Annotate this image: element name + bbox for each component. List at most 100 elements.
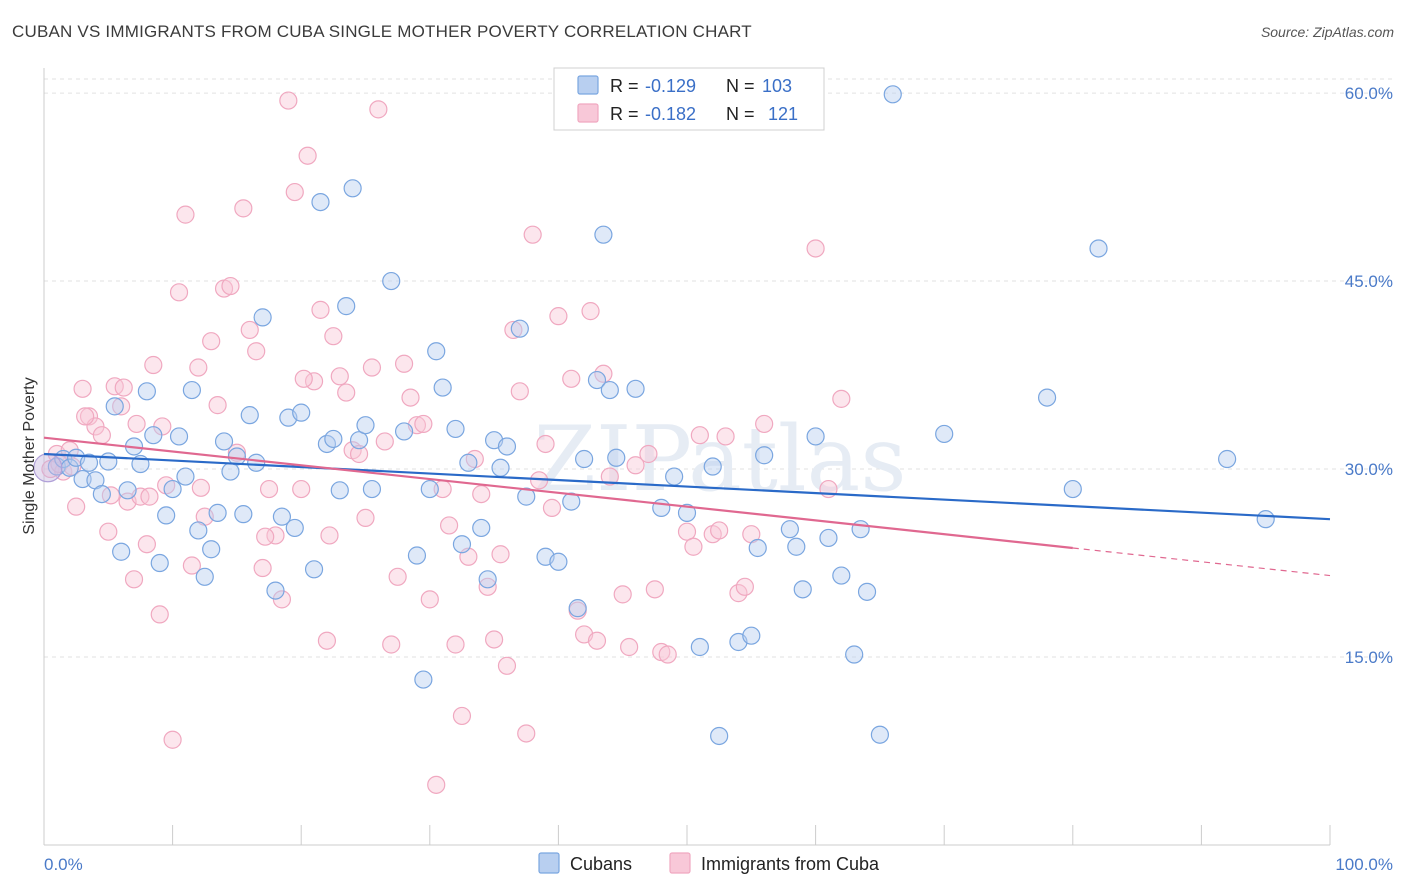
immigrants-point-95	[684, 537, 703, 556]
cubans-point-88	[806, 427, 825, 446]
cubans-point-20	[176, 467, 195, 486]
immigrants-point-42	[311, 300, 330, 319]
immigrants-point-30	[234, 199, 253, 218]
cubans-point-4	[73, 469, 92, 489]
series-legend: Cubans Immigrants from Cuba	[538, 852, 880, 874]
cubans-point-43	[337, 297, 356, 316]
cubans-point-63	[510, 319, 529, 338]
cubans-point-15	[144, 426, 163, 445]
cubans-point-76	[665, 467, 684, 486]
cubans-point-87	[793, 580, 812, 599]
legend-label-immigrants: Immigrants from Cuba	[701, 854, 880, 874]
y-tick-labels: 15.0% 30.0% 45.0% 60.0%	[1345, 84, 1393, 667]
cubans-point-89	[819, 528, 838, 548]
immigrants-point-115	[191, 478, 210, 497]
cubans-point-26	[214, 432, 234, 451]
cubans-point-100	[1218, 449, 1237, 469]
immigrants-point-64	[452, 706, 472, 726]
cubans-point-57	[459, 453, 478, 472]
series-immigrants-points	[41, 91, 851, 794]
cubans-point-32	[253, 308, 272, 327]
cubans-point-54	[433, 378, 452, 397]
cubans-point-42	[330, 481, 349, 500]
immigrants-point-56	[401, 388, 420, 407]
cubans-point-69	[575, 449, 594, 469]
immigrants-point-80	[562, 369, 581, 388]
cubans-point-48	[382, 271, 401, 291]
immigrants-point-45	[330, 367, 349, 386]
immigrants-point-71	[497, 656, 517, 675]
immigrants-point-44	[324, 327, 343, 346]
immigrants-point-22	[182, 556, 201, 575]
immigrants-point-113	[140, 487, 159, 506]
x-tick-min: 0.0%	[44, 855, 83, 874]
immigrants-point-58	[414, 414, 433, 434]
cubans-point-93	[857, 582, 877, 601]
grid-lines	[44, 78, 1393, 658]
cubans-point-64	[517, 487, 536, 506]
cubans-point-90	[832, 566, 851, 585]
stats-swatch-immigrants	[577, 103, 599, 123]
cubans-point-22	[189, 521, 208, 540]
stats-n-value-2: 121	[768, 104, 798, 124]
immigrants-point-37	[279, 91, 298, 110]
cubans-point-38	[304, 560, 324, 579]
cubans-point-53	[427, 342, 446, 361]
cubans-point-55	[446, 419, 465, 439]
immigrants-point-75	[523, 225, 542, 244]
immigrants-point-73	[510, 382, 529, 401]
cubans-point-51	[414, 670, 433, 689]
cubans-point-33	[266, 581, 285, 600]
trend-lines	[43, 436, 1331, 577]
cubans-point-45	[349, 431, 369, 450]
cubans-point-21	[182, 380, 201, 400]
cubans-point-23	[195, 567, 214, 586]
cubans-point-46	[356, 416, 375, 435]
y-tick-label-1: 30.0%	[1345, 460, 1393, 479]
cubans-point-44	[343, 179, 362, 198]
immigrants-point-11	[112, 397, 131, 416]
cubans-point-7	[92, 484, 111, 504]
immigrants-point-111	[114, 378, 133, 397]
stats-n-value-1: 103	[762, 76, 792, 96]
immigrants-point-49	[356, 508, 375, 528]
cubans-point-58	[472, 518, 491, 538]
y-tick-label-0: 15.0%	[1345, 648, 1393, 667]
immigrants-point-87	[613, 585, 632, 604]
cubans-point-86	[787, 537, 806, 556]
immigrants-point-90	[639, 444, 658, 464]
immigrants-point-84	[587, 631, 607, 650]
legend-swatch-cubans	[538, 852, 560, 874]
immigrants-point-9	[99, 522, 118, 541]
cubans-point-92	[851, 520, 870, 539]
immigrants-point-17	[150, 605, 169, 624]
immigrants-point-54	[388, 567, 407, 586]
cubans-point-25	[208, 503, 227, 522]
immigrants-point-98	[710, 521, 729, 540]
cubans-point-59	[478, 570, 497, 589]
stats-r-value-2: -0.182	[645, 104, 696, 124]
cubans-point-78	[690, 637, 709, 657]
stats-n-label-1: N =	[726, 76, 755, 96]
cubans-point-34	[272, 507, 292, 526]
trend-line-0	[43, 452, 1331, 521]
immigrants-point-5	[73, 379, 92, 398]
cluster-point	[33, 453, 63, 483]
immigrants-point-23	[189, 358, 208, 377]
stats-r-value-1: -0.129	[645, 76, 696, 96]
series-cubans-points	[33, 85, 1275, 746]
immigrants-point-83	[581, 302, 600, 321]
immigrants-point-74	[517, 724, 536, 743]
immigrants-point-53	[382, 635, 401, 654]
immigrants-point-77	[536, 434, 555, 454]
cubans-point-50	[407, 546, 427, 565]
cubans-point-91	[845, 645, 864, 664]
immigrants-point-67	[472, 484, 491, 504]
immigrants-point-78	[542, 498, 562, 517]
stats-r-label-1: R =	[610, 76, 639, 96]
immigrants-point-88	[620, 637, 639, 657]
immigrants-point-69	[485, 630, 504, 649]
immigrants-point-48	[349, 444, 369, 464]
cubans-point-30	[240, 406, 259, 425]
